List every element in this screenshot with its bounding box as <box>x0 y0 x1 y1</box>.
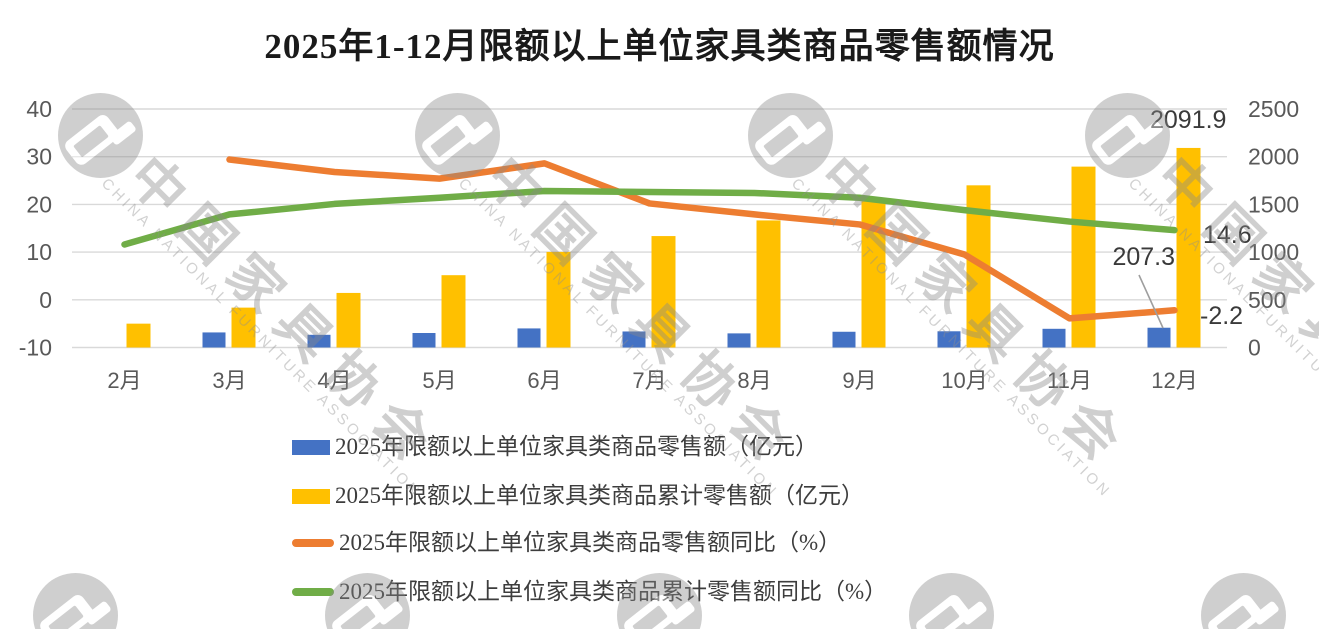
data-label-dec_cum_yoy: 14.6 <box>1203 221 1252 249</box>
x-axis-label: 4月 <box>317 368 351 393</box>
bar-cumulative-retail <box>336 292 361 348</box>
x-axis-label: 8月 <box>737 368 771 393</box>
line-monthly-yoy <box>226 156 1178 322</box>
bar-monthly-retail <box>622 331 646 348</box>
x-axis-label: 3月 <box>212 368 246 393</box>
x-axis-label: 7月 <box>632 368 666 393</box>
x-axis-label: 2月 <box>107 368 141 393</box>
x-axis-label: 5月 <box>422 368 456 393</box>
bar-cumulative-retail <box>651 236 676 348</box>
chart-title: 2025年1-12月限额以上单位家具类商品零售额情况 <box>264 27 1055 66</box>
bar-monthly-retail <box>412 332 436 348</box>
x-axis-label: 12月 <box>1151 368 1197 393</box>
x-axis-label: 10月 <box>941 368 987 393</box>
data-label-dec_cumulative: 2091.9 <box>1150 106 1226 134</box>
bar-cumulative-retail <box>231 307 256 348</box>
annotation-leader-line <box>1138 274 1164 329</box>
bar-cumulative-retail <box>441 275 466 348</box>
x-axis-label: 6月 <box>527 368 561 393</box>
bar-monthly-retail <box>832 331 856 348</box>
bar-cumulative-retail <box>756 220 781 348</box>
y-axis-left-tick: 40 <box>26 96 52 122</box>
line-cumulative-yoy <box>121 187 1178 248</box>
bar-monthly-retail <box>202 332 226 348</box>
x-axis-label: 11月 <box>1047 368 1092 393</box>
y-axis-left-tick: 0 <box>39 287 52 313</box>
bar-cumulative-retail <box>126 323 151 348</box>
y-axis-left-tick: -10 <box>19 335 52 361</box>
y-axis-right-tick: 0 <box>1248 335 1261 361</box>
bar-monthly-retail <box>937 331 961 348</box>
data-label-dec_monthly: 207.3 <box>1112 243 1175 271</box>
y-axis-left-tick: 30 <box>26 144 52 170</box>
bar-monthly-retail <box>1042 328 1066 348</box>
data-label-dec_monthly_yoy: -2.2 <box>1200 302 1243 330</box>
bar-cumulative-retail <box>1176 147 1201 348</box>
bar-monthly-retail <box>517 328 541 348</box>
y-axis-left-tick: 20 <box>26 191 52 217</box>
bar-cumulative-retail <box>546 251 571 348</box>
y-axis-right-tick: 500 <box>1248 287 1286 313</box>
y-axis-right-tick: 2000 <box>1248 144 1299 170</box>
x-axis-label: 9月 <box>842 368 876 393</box>
y-axis-right-tick: 1500 <box>1248 191 1299 217</box>
y-axis-left-tick: 10 <box>26 239 52 265</box>
bar-monthly-retail <box>307 334 331 348</box>
y-axis-right-tick: 1000 <box>1248 239 1299 265</box>
bar-monthly-retail <box>1147 327 1171 348</box>
y-axis-right-tick: 2500 <box>1248 96 1299 122</box>
bar-monthly-retail <box>727 333 751 348</box>
